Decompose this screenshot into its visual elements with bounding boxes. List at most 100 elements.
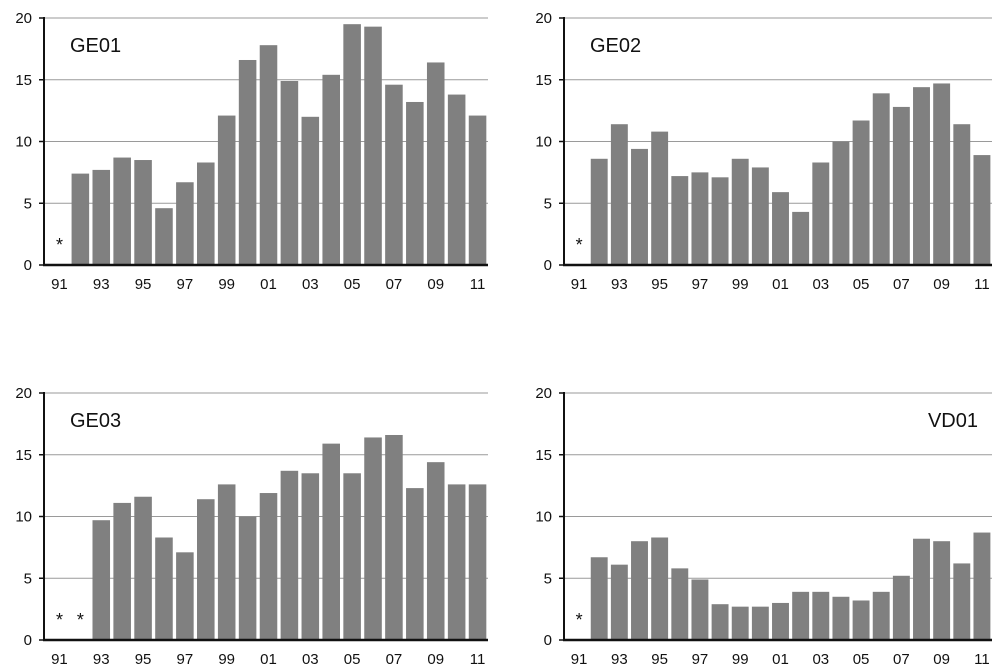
bar-03 <box>301 473 320 640</box>
y-tick-label: 5 <box>24 570 32 587</box>
x-tick-label-07: 07 <box>386 651 403 668</box>
bar-99 <box>217 115 236 265</box>
x-tick-label-93: 93 <box>93 276 110 293</box>
x-tick-label-95: 95 <box>135 651 152 668</box>
bar-94 <box>631 541 648 640</box>
bar-09 <box>933 541 951 640</box>
x-tick-label-01: 01 <box>772 651 789 668</box>
x-tick-label-09: 09 <box>933 276 950 293</box>
x-tick-label-99: 99 <box>218 651 235 668</box>
bar-00 <box>238 516 257 640</box>
bar-04 <box>832 141 850 265</box>
bar-97 <box>691 172 709 265</box>
x-tick-label-93: 93 <box>611 651 628 668</box>
y-tick-label: 5 <box>24 195 32 212</box>
x-tick-label-01: 01 <box>772 276 789 293</box>
bar-04 <box>322 74 340 265</box>
bar-98 <box>197 162 215 265</box>
missing-marker-91: * <box>56 235 63 255</box>
chart-title: VD01 <box>928 410 978 432</box>
bar-00 <box>751 606 769 640</box>
x-tick-label-91: 91 <box>51 276 68 293</box>
x-tick-label-11: 11 <box>974 651 990 668</box>
x-tick-label-01: 01 <box>260 276 277 293</box>
x-tick-label-95: 95 <box>135 276 152 293</box>
y-tick-label: 15 <box>535 447 552 464</box>
bar-02 <box>792 591 810 640</box>
x-tick-label-11: 11 <box>974 276 990 293</box>
bar-93 <box>610 564 628 640</box>
chart-panel-ge01: 0 5 10 15 20 * 91 93 95 97 99 01 03 05 07 09 11 GE01 <box>0 0 504 300</box>
bar-04 <box>832 596 850 640</box>
x-tick-label-09: 09 <box>427 276 444 293</box>
bar-11 <box>468 484 487 640</box>
bar-01 <box>259 45 278 265</box>
bar-09 <box>426 462 445 640</box>
bar-02 <box>792 211 810 265</box>
bar-10 <box>953 563 971 640</box>
bar-95 <box>651 537 669 640</box>
bar-00 <box>238 59 257 265</box>
bar-00 <box>751 167 769 265</box>
y-tick-label: 20 <box>535 10 552 27</box>
bar-99 <box>731 606 749 640</box>
bar-94 <box>631 148 648 265</box>
bar-01 <box>772 192 789 265</box>
bar-07 <box>892 106 910 265</box>
x-tick-label-95: 95 <box>651 651 668 668</box>
y-tick-label: 15 <box>15 72 32 89</box>
bar-02 <box>280 80 299 265</box>
bar-08 <box>406 488 424 640</box>
y-tick-label: 10 <box>15 509 32 526</box>
bar-92 <box>71 173 90 265</box>
x-tick-label-91: 91 <box>571 276 588 293</box>
bar-01 <box>772 602 789 640</box>
bar-02 <box>280 470 299 640</box>
bar-09 <box>426 62 445 266</box>
y-tick-label: 0 <box>544 257 552 274</box>
y-tick-label: 15 <box>15 447 32 464</box>
bar-96 <box>155 537 173 640</box>
chart-title: GE03 <box>70 410 121 432</box>
bar-98 <box>197 499 215 640</box>
y-tick-label: 5 <box>544 570 552 587</box>
x-tick-label-91: 91 <box>51 651 68 668</box>
bar-05 <box>343 24 361 265</box>
y-tick-label: 10 <box>15 134 32 151</box>
bar-93 <box>92 520 111 640</box>
x-tick-label-05: 05 <box>853 651 870 668</box>
bar-01 <box>259 493 278 640</box>
bar-06 <box>364 437 382 640</box>
x-tick-label-09: 09 <box>933 651 950 668</box>
chart-panel-ge02: 0 5 10 15 20 * 91 93 95 97 99 01 03 05 07 09 11 GE02 <box>504 0 1008 300</box>
x-tick-label-97: 97 <box>177 276 194 293</box>
y-tick-label: 20 <box>15 385 32 402</box>
chart-panel-ge03: 0 5 10 15 20 * * 91 93 95 97 99 01 03 05 07 09 11 GE03 <box>0 374 504 670</box>
bar-92 <box>590 158 608 265</box>
x-tick-label-11: 11 <box>470 276 486 293</box>
bar-07 <box>385 434 403 640</box>
x-tick-label-99: 99 <box>732 651 749 668</box>
bar-06 <box>872 93 890 266</box>
bar-98 <box>711 177 729 265</box>
bar-10 <box>953 124 971 266</box>
bar-05 <box>343 473 361 640</box>
x-tick-label-93: 93 <box>611 276 628 293</box>
bar-03 <box>812 591 830 640</box>
missing-marker-91: * <box>576 235 583 255</box>
y-tick-label: 15 <box>535 72 552 89</box>
bar-93 <box>92 169 111 265</box>
y-tick-label: 10 <box>535 134 552 151</box>
bar-96 <box>155 208 173 265</box>
bar-06 <box>872 591 890 640</box>
bar-10 <box>447 94 466 265</box>
x-tick-label-03: 03 <box>302 651 319 668</box>
y-tick-label: 10 <box>535 509 552 526</box>
x-tick-label-05: 05 <box>853 276 870 293</box>
bar-99 <box>731 158 749 265</box>
x-tick-label-91: 91 <box>571 651 588 668</box>
